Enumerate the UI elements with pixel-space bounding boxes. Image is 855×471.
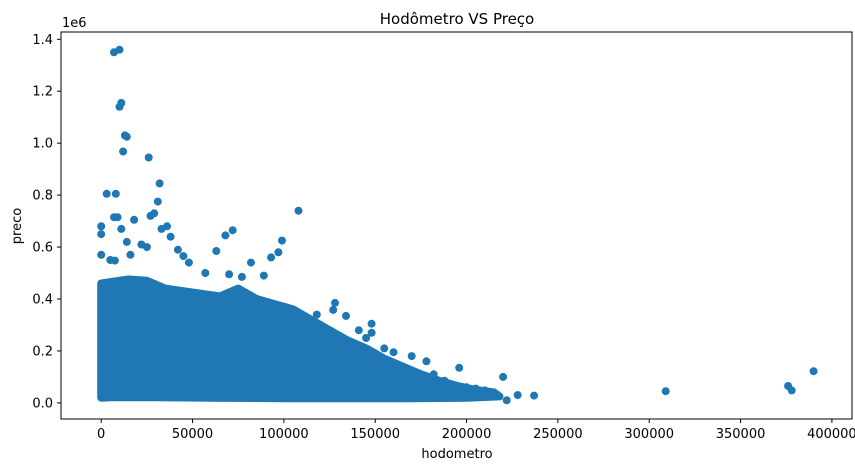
scatter-point bbox=[225, 270, 234, 279]
scatter-point bbox=[157, 224, 166, 233]
scatter-point bbox=[153, 197, 162, 206]
x-tick-label: 0 bbox=[97, 427, 105, 442]
scatter-point bbox=[117, 98, 126, 107]
dense-point-cloud bbox=[97, 275, 504, 403]
scatter-point bbox=[480, 386, 489, 395]
scatter-point bbox=[221, 231, 230, 240]
scatter-point bbox=[119, 147, 128, 156]
scatter-point bbox=[329, 305, 338, 314]
y-axis-ticks: 0.0 0.2 0.4 0.6 0.8 1.0 1.2 1.4 bbox=[32, 33, 61, 411]
scatter-point bbox=[429, 370, 438, 379]
scatter-point bbox=[530, 391, 539, 400]
scatter-point bbox=[471, 384, 480, 393]
scatter-point bbox=[661, 387, 670, 396]
y-tick-label: 1.4 bbox=[32, 33, 53, 48]
scatter-point bbox=[184, 258, 193, 267]
x-axis-ticks: 0 50000 100000 150000 200000 250000 300000 3500… bbox=[97, 419, 855, 442]
x-tick-label: 350000 bbox=[716, 427, 766, 442]
x-tick-label: 400000 bbox=[807, 427, 855, 442]
scatter-point bbox=[179, 252, 188, 261]
scatter-point bbox=[201, 269, 210, 277]
scatter-point bbox=[331, 298, 339, 307]
y-tick-label: 0.0 bbox=[32, 396, 53, 411]
point-cloud bbox=[97, 275, 504, 403]
scatter-point bbox=[502, 396, 511, 405]
scatter-point bbox=[416, 378, 425, 387]
scatter-point bbox=[367, 328, 376, 337]
scatter-point bbox=[444, 379, 453, 388]
scatter-point bbox=[294, 206, 303, 215]
scatter-point bbox=[247, 258, 255, 267]
y-tick-label: 0.4 bbox=[32, 293, 53, 308]
scatter-point bbox=[809, 367, 818, 376]
y-tick-label: 1.2 bbox=[32, 85, 53, 100]
scatter-point bbox=[367, 319, 376, 328]
plot-frame bbox=[60, 31, 853, 420]
scatter-point bbox=[259, 271, 268, 280]
scatter-point bbox=[513, 391, 522, 400]
scatter-point bbox=[102, 189, 111, 198]
x-tick-label: 300000 bbox=[624, 427, 674, 442]
scatter-point bbox=[97, 250, 106, 259]
scatter-point bbox=[389, 388, 398, 397]
scatter-point bbox=[110, 256, 119, 265]
scatter-point bbox=[380, 344, 389, 353]
scatter-point bbox=[122, 237, 131, 246]
x-tick-label: 100000 bbox=[259, 427, 309, 442]
scatter-point bbox=[173, 245, 182, 254]
scatter-point bbox=[237, 272, 246, 281]
scatter-point bbox=[166, 232, 175, 241]
scatter-point bbox=[155, 179, 164, 188]
scatter-point bbox=[111, 189, 120, 198]
scatter-point bbox=[117, 224, 126, 233]
scatter-point bbox=[274, 248, 283, 257]
scatter-point bbox=[787, 386, 796, 395]
scatter-point bbox=[97, 222, 106, 231]
scatter-point bbox=[407, 383, 416, 392]
scatter-point bbox=[362, 334, 371, 342]
scatter-point bbox=[130, 215, 139, 224]
scatter-point bbox=[435, 380, 444, 389]
scatter-point bbox=[278, 236, 286, 245]
scatter-point bbox=[342, 311, 350, 320]
y-tick-label: 0.8 bbox=[32, 189, 53, 204]
scatter-point bbox=[371, 367, 380, 376]
scatter-point bbox=[142, 243, 151, 252]
chart-title: Hodômetro VS Preço bbox=[380, 10, 534, 28]
scatter-point bbox=[462, 383, 471, 392]
scatter-point bbox=[354, 326, 363, 335]
scatter-point bbox=[352, 359, 361, 368]
scatter-point bbox=[144, 153, 153, 162]
scatter-point bbox=[126, 250, 135, 259]
scatter-point bbox=[312, 310, 321, 319]
scatter-point bbox=[407, 352, 416, 361]
y-tick-label: 0.2 bbox=[32, 344, 53, 359]
scatter-point bbox=[398, 375, 407, 384]
scatter-point bbox=[97, 230, 106, 239]
x-axis-label: hodometro bbox=[421, 447, 492, 462]
x-tick-label: 200000 bbox=[442, 427, 492, 442]
scatter-point bbox=[228, 226, 237, 235]
x-tick-label: 150000 bbox=[350, 427, 400, 442]
y-axis-label: preco bbox=[10, 208, 25, 244]
scatter-point bbox=[267, 253, 276, 262]
scatter-point bbox=[489, 388, 498, 397]
scatter-point bbox=[455, 363, 464, 372]
y-offset-label: 1e6 bbox=[62, 16, 87, 31]
scatter-points bbox=[97, 45, 818, 405]
y-tick-label: 1.0 bbox=[32, 137, 53, 152]
scatter-point bbox=[212, 247, 221, 255]
scatter-point bbox=[422, 357, 431, 366]
scatter-point bbox=[150, 209, 159, 218]
scatter-point bbox=[115, 45, 124, 54]
scatter-point bbox=[389, 348, 398, 357]
scatter-point bbox=[113, 213, 122, 222]
scatter-point bbox=[499, 372, 508, 381]
y-tick-label: 0.6 bbox=[32, 241, 53, 256]
x-tick-label: 250000 bbox=[533, 427, 583, 442]
x-tick-label: 50000 bbox=[172, 427, 213, 442]
scatter-point bbox=[122, 132, 131, 141]
